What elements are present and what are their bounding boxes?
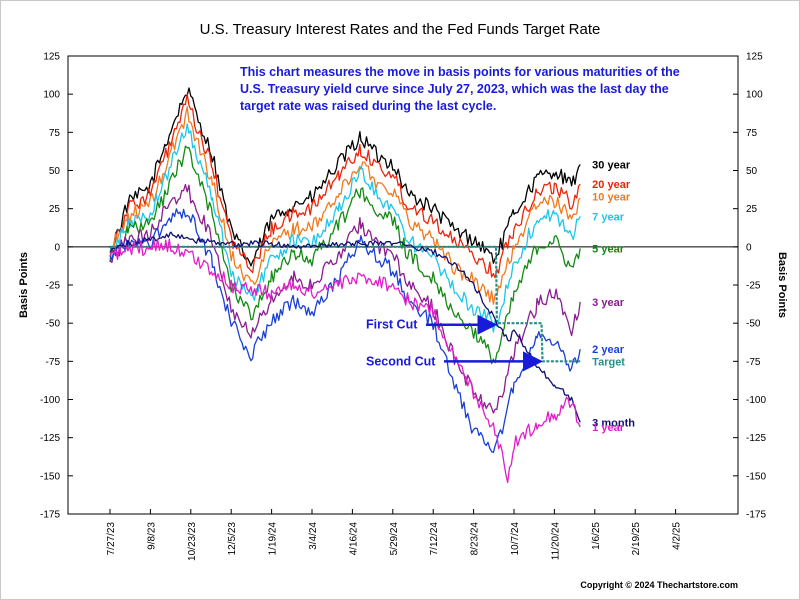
series-line-30-year xyxy=(109,87,581,267)
x-tick-label: 7/27/23 xyxy=(106,522,117,556)
x-tick-label: 10/7/24 xyxy=(510,522,521,556)
x-tick-label: 5/29/24 xyxy=(389,522,400,556)
series-line-7-year xyxy=(109,123,581,333)
series-label-1-year: 1 year xyxy=(592,422,625,434)
y-axis-right: 125 100 75 50 25 0 -25 -50 -75 -100 -125 -150 -175 xyxy=(733,52,766,521)
y-tick-label: 100 xyxy=(746,90,763,101)
x-tick-label: 11/20/24 xyxy=(550,522,561,561)
y-tick-label: -25 xyxy=(46,281,61,292)
series-label-20-year: 20 year xyxy=(592,179,631,191)
series-label-3-year: 3 year xyxy=(592,297,625,309)
x-tick-label: 3/4/24 xyxy=(308,522,319,550)
copyright: Copyright © 2024 Thechartstore.com xyxy=(580,580,738,590)
y-tick-label: -25 xyxy=(746,281,761,292)
chart-note-line-3: target rate was raised during the last c… xyxy=(240,99,496,113)
y-tick-label: 50 xyxy=(49,166,61,177)
y-tick-label: 25 xyxy=(49,204,61,215)
y-tick-label: -75 xyxy=(46,357,61,368)
series-line-target xyxy=(110,245,581,363)
series-label-10-year: 10 year xyxy=(592,191,631,203)
series-line-10-year xyxy=(109,106,581,305)
annotation-label: Second Cut xyxy=(366,354,436,368)
series-label-target: Target xyxy=(592,356,625,368)
x-tick-label: 1/6/25 xyxy=(591,522,602,550)
x-tick-label: 1/19/24 xyxy=(268,522,279,556)
y-tick-label: -75 xyxy=(746,357,761,368)
annotation-label: First Cut xyxy=(366,318,418,332)
x-axis: 7/27/23 9/8/23 10/23/23 12/5/23 1/19/24 3/4/2… xyxy=(106,509,683,561)
y-tick-label: 100 xyxy=(43,90,60,101)
y-tick-label: -100 xyxy=(40,395,60,406)
series-line-3-year xyxy=(109,183,581,414)
series-line-2-year xyxy=(109,208,581,454)
y-tick-label: -175 xyxy=(746,510,766,521)
x-tick-label: 10/23/23 xyxy=(187,522,198,561)
series-label-7-year: 7 year xyxy=(592,211,625,223)
series-label-2-year: 2 year xyxy=(592,344,625,356)
y-tick-label: 0 xyxy=(54,242,60,253)
series-line-3-month xyxy=(109,231,581,423)
series-label-3-month: 3 month xyxy=(592,417,635,429)
series-label-5-year: 5 year xyxy=(592,243,625,255)
y-tick-label: -150 xyxy=(746,471,766,482)
series-label-30-year: 30 year xyxy=(592,159,631,171)
y-tick-label: 75 xyxy=(746,128,758,139)
y-tick-label: -50 xyxy=(46,319,61,330)
x-tick-label: 8/23/24 xyxy=(470,522,481,556)
chart-note-line-1: This chart measures the move in basis po… xyxy=(240,65,680,79)
x-tick-label: 12/5/23 xyxy=(227,522,238,556)
y-tick-label: 0 xyxy=(746,242,752,253)
y-tick-label: 125 xyxy=(43,52,60,63)
y-tick-label: 75 xyxy=(49,128,61,139)
x-tick-label: 2/19/25 xyxy=(631,522,642,556)
y-tick-label: -175 xyxy=(40,510,60,521)
series-lines xyxy=(109,87,581,484)
chart-title: U.S. Treasury Interest Rates and the Fed… xyxy=(200,21,601,38)
y-tick-label: -125 xyxy=(746,433,766,444)
series-line-20-year xyxy=(109,93,581,279)
chart-note: This chart measures the move in basis po… xyxy=(240,65,680,113)
x-tick-label: 9/8/23 xyxy=(146,522,157,550)
y-tick-label: -100 xyxy=(746,395,766,406)
chart-note-line-2: U.S. Treasury yield curve since July 27,… xyxy=(240,82,669,96)
x-tick-label: 4/16/24 xyxy=(348,522,359,556)
series-line-1-year xyxy=(109,238,581,484)
y-tick-label: 125 xyxy=(746,52,763,63)
y-tick-label: -150 xyxy=(40,471,60,482)
x-tick-label: 7/12/24 xyxy=(429,522,440,556)
y-axis-label-left: Basis Points xyxy=(18,252,30,318)
y-tick-label: 25 xyxy=(746,204,758,215)
x-tick-label: 4/2/25 xyxy=(672,522,683,550)
annotations: First Cut Second Cut xyxy=(366,314,543,372)
y-tick-label: -50 xyxy=(746,319,761,330)
y-tick-label: 50 xyxy=(746,166,758,177)
y-axis-label-right: Basis Points xyxy=(776,252,788,318)
y-tick-label: -125 xyxy=(40,433,60,444)
